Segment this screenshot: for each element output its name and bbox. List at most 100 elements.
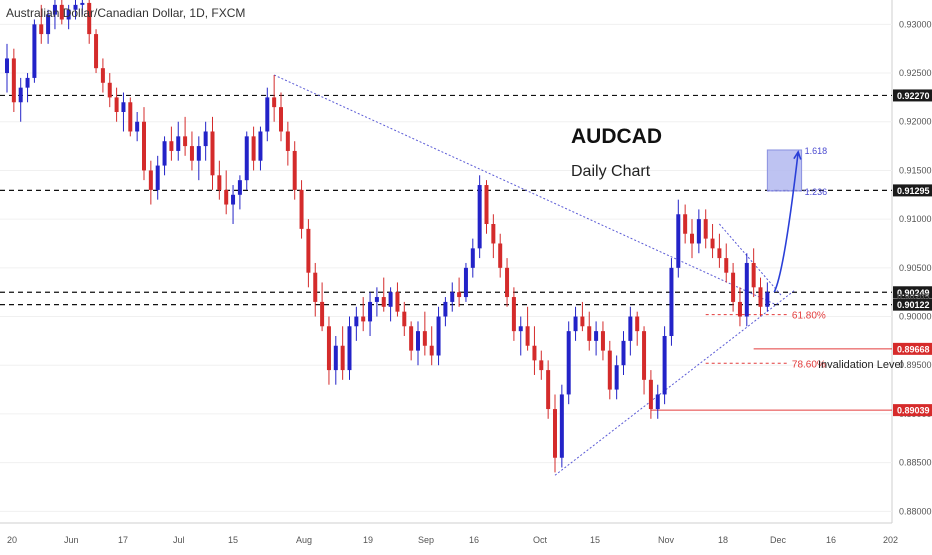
candle — [628, 306, 633, 356]
candle-body — [402, 311, 407, 327]
candle — [5, 43, 9, 93]
fib-1618-label: 1.618 — [805, 146, 828, 156]
candle-body — [155, 165, 160, 190]
candle — [470, 238, 475, 278]
candle — [395, 282, 400, 317]
candle-body — [765, 292, 770, 307]
candle-body — [11, 58, 16, 103]
candle-body — [46, 14, 51, 35]
candle — [477, 175, 482, 259]
candle — [210, 116, 215, 190]
candle-body — [272, 97, 277, 108]
candle — [600, 321, 605, 361]
candle-body — [354, 316, 359, 327]
candle-body — [498, 243, 503, 268]
candle — [347, 316, 352, 380]
candle — [717, 233, 722, 268]
y-tick-label: 0.90000 — [899, 312, 932, 322]
candle — [142, 107, 146, 181]
candle — [388, 287, 393, 322]
candle-body — [463, 267, 468, 298]
candle-body — [25, 77, 30, 88]
candle-body — [66, 9, 71, 20]
candle-body — [450, 292, 455, 302]
candle — [11, 48, 16, 113]
candle — [326, 316, 331, 385]
candle-body — [176, 136, 181, 151]
candle-body — [258, 131, 263, 161]
candle-body — [662, 336, 667, 395]
candle — [46, 9, 51, 44]
price-tag-label: 0.89668 — [897, 344, 930, 354]
candle — [669, 258, 674, 346]
candle — [498, 233, 503, 278]
candle — [155, 155, 160, 200]
candle — [443, 297, 448, 327]
candle — [422, 311, 427, 356]
candle-body — [710, 238, 715, 249]
candle-body — [573, 316, 578, 332]
candle-body — [436, 316, 441, 356]
candle — [614, 355, 619, 400]
candle-body — [416, 331, 420, 351]
fib-1236-label: 1.236 — [805, 187, 828, 197]
y-tick-label: 0.91000 — [899, 214, 932, 224]
projection-arrow-head — [793, 150, 802, 160]
candle-body — [169, 141, 174, 151]
candle — [765, 282, 770, 312]
candle — [135, 112, 140, 142]
candle-body — [326, 326, 331, 371]
candle — [758, 277, 763, 317]
candle — [368, 292, 373, 337]
candle-body — [470, 248, 475, 268]
candle — [696, 209, 701, 254]
y-tick-label: 0.92500 — [899, 68, 932, 78]
candle-body — [648, 379, 653, 410]
candle-body — [600, 331, 605, 351]
candle — [128, 97, 133, 137]
candle-body — [320, 301, 325, 327]
y-tick-label: 0.89500 — [899, 360, 932, 370]
candle-body — [340, 345, 345, 371]
candle — [737, 287, 742, 327]
fib-label: 61.80% — [792, 311, 826, 322]
price-tag-bg — [893, 342, 932, 355]
candle — [559, 384, 564, 468]
candle — [655, 384, 660, 419]
x-tick-label: 16 — [469, 535, 479, 545]
candle-body — [237, 180, 242, 195]
candle-body — [484, 185, 489, 225]
candle — [751, 248, 756, 298]
candle-body — [196, 146, 201, 161]
candle-body — [148, 170, 153, 190]
fib-label: 78.60% — [792, 359, 826, 370]
candle — [676, 199, 681, 278]
candle — [566, 321, 571, 405]
candle — [231, 185, 236, 225]
candle — [621, 331, 626, 375]
candle-body — [505, 267, 510, 298]
candle — [402, 301, 407, 337]
candle-body — [285, 131, 290, 151]
candle — [285, 121, 290, 166]
y-tick-label: 0.91500 — [899, 165, 932, 175]
candle-body — [121, 102, 126, 113]
candle — [251, 126, 256, 171]
x-tick-label: Aug — [296, 535, 312, 545]
x-tick-label: 19 — [363, 535, 373, 545]
y-tick-label: 0.88000 — [899, 506, 932, 516]
candle — [505, 258, 510, 307]
x-tick-label: 16 — [826, 535, 836, 545]
y-tick-label: 0.90500 — [899, 263, 932, 273]
candle — [710, 224, 715, 259]
candle — [320, 282, 325, 332]
candle-body — [621, 340, 626, 366]
candle — [361, 297, 366, 332]
candle — [217, 160, 222, 200]
candle — [176, 121, 181, 161]
candle — [381, 277, 386, 312]
price-tag-bg — [893, 298, 932, 311]
candle-body — [59, 4, 64, 20]
